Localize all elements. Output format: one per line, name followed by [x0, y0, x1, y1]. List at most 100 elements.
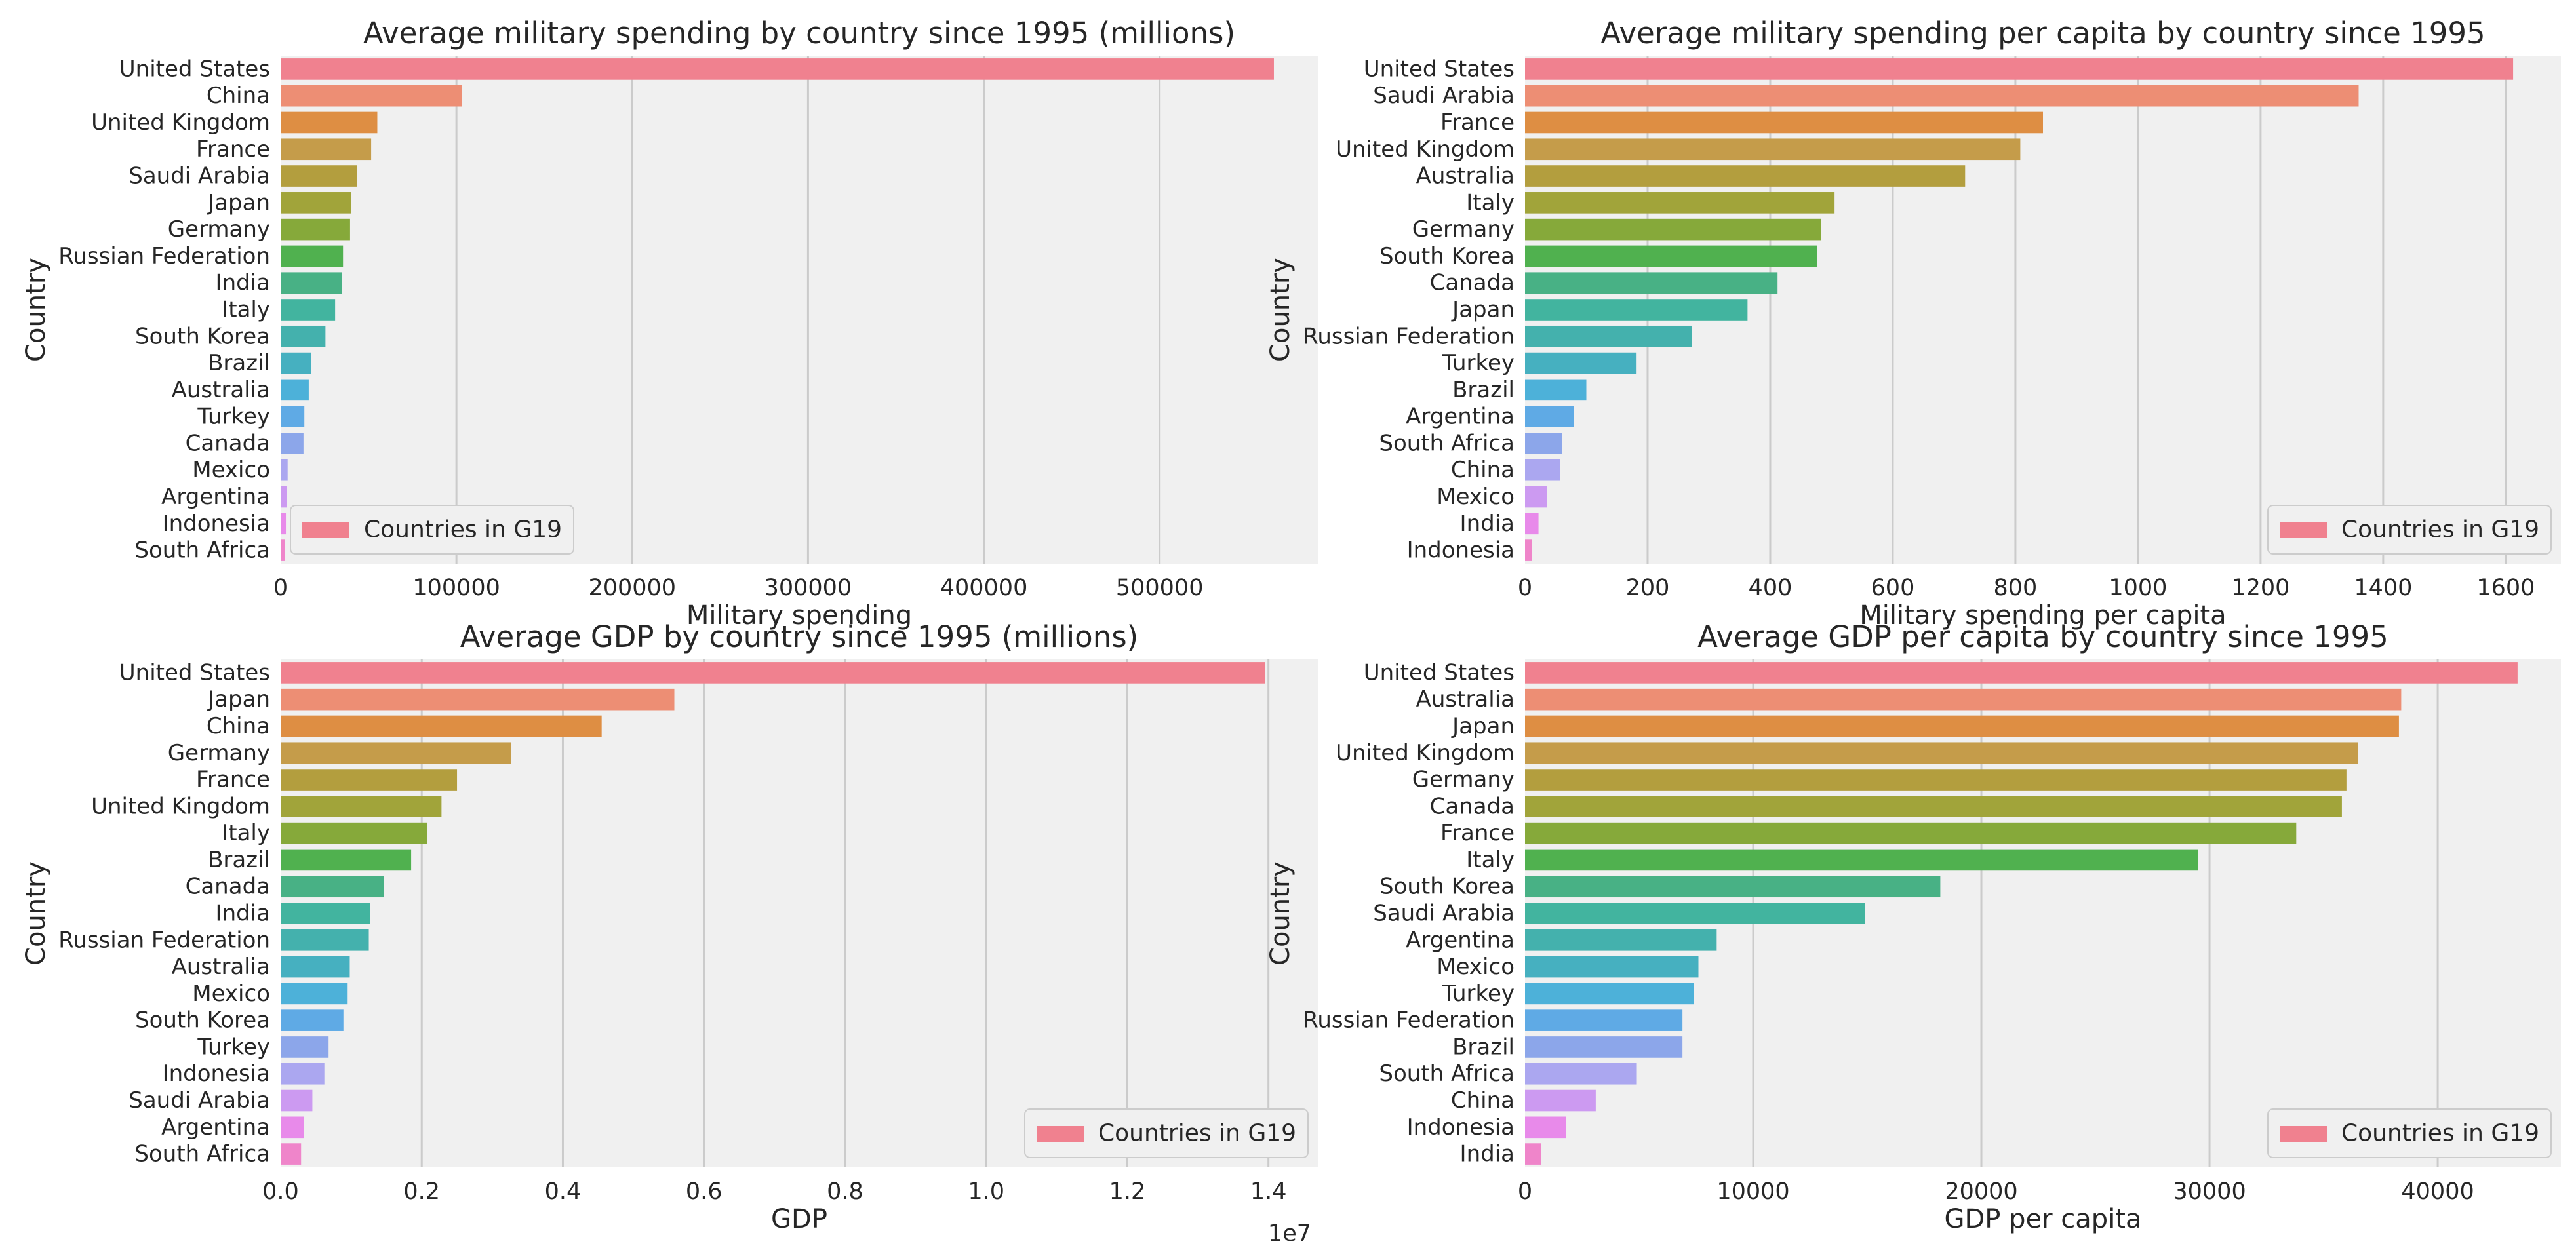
bar-argentina [281, 486, 287, 508]
category-label: Saudi Arabia [129, 1087, 270, 1114]
category-label: Australia [1416, 686, 1515, 713]
bar-japan [281, 192, 351, 214]
legend-frame [2267, 505, 2552, 555]
bar-united-kingdom [1525, 742, 2358, 764]
category-label: Saudi Arabia [129, 163, 270, 189]
category-label: Brazil [1452, 377, 1515, 403]
category-label: Japan [1451, 713, 1515, 739]
bar-mexico [281, 459, 288, 481]
chart-title: Average GDP per capita by country since … [1697, 619, 2388, 654]
bar-united-kingdom [1525, 138, 2021, 161]
bar-france [281, 769, 458, 791]
category-label: France [196, 136, 270, 163]
category-label: India [216, 901, 270, 927]
x-tick-label: 800 [1994, 575, 2038, 601]
bar-indonesia [1525, 539, 1532, 561]
x-tick-label: 20000 [1945, 1179, 2017, 1205]
category-label: Australia [172, 954, 270, 980]
category-label: Turkey [197, 404, 270, 430]
legend-swatch [2280, 1126, 2327, 1142]
category-label: Indonesia [1407, 1114, 1515, 1141]
bar-china [1525, 1089, 1596, 1112]
category-label: United States [119, 659, 270, 686]
bar-germany [281, 218, 350, 241]
x-axis-label: Military spending [686, 600, 912, 631]
bar-south-africa [1525, 433, 1562, 454]
bar-canada [1525, 272, 1778, 294]
category-label: United States [1364, 56, 1515, 82]
bar-canada [1525, 796, 2342, 817]
x-axis-label: GDP [771, 1204, 827, 1234]
category-label: South Korea [1379, 243, 1515, 269]
category-label: Saudi Arabia [1373, 83, 1515, 109]
category-label: Russian Federation [1303, 1007, 1515, 1034]
category-label: Brazil [208, 350, 270, 376]
x-tick-label: 0.6 [686, 1179, 723, 1205]
bar-russian-federation [1525, 325, 1692, 347]
x-tick-label: 0.2 [403, 1179, 440, 1205]
category-label: Australia [1416, 163, 1515, 189]
x-tick-label: 500000 [1116, 575, 1204, 601]
chart-title: Average military spending by country sin… [363, 16, 1235, 50]
bar-south-africa [1525, 1063, 1637, 1085]
category-label: Germany [168, 216, 270, 243]
category-label: Canada [186, 874, 270, 900]
category-label: Indonesia [163, 1061, 270, 1087]
legend-label: Countries in G19 [2341, 517, 2539, 543]
category-label: China [207, 83, 270, 109]
bar-italy [1525, 849, 2198, 871]
legend: Countries in G19 [290, 505, 574, 555]
bar-brazil [281, 352, 311, 374]
category-label: Canada [186, 430, 270, 456]
bar-germany [1525, 218, 1821, 241]
legend-label: Countries in G19 [364, 517, 562, 543]
category-label: Russian Federation [58, 927, 270, 953]
legend: Countries in G19 [1024, 1108, 1309, 1158]
x-tick-label: 0 [1518, 575, 1532, 601]
legend-swatch [2280, 522, 2327, 538]
bar-italy [281, 299, 336, 321]
category-label: China [207, 713, 270, 739]
bar-india [281, 272, 342, 294]
category-label: Japan [1451, 297, 1515, 323]
bar-south-korea [1525, 245, 1817, 267]
chart-panel-3: United StatesJapanChinaGermanyFranceUnit… [21, 619, 1318, 1247]
category-label: Indonesia [1407, 537, 1515, 564]
bar-germany [1525, 769, 2347, 791]
x-tick-label: 0.0 [262, 1179, 299, 1205]
legend-frame [290, 505, 574, 555]
legend: Countries in G19 [2267, 1108, 2552, 1158]
x-tick-label: 1.2 [1109, 1179, 1146, 1205]
category-label: United Kingdom [91, 793, 270, 819]
category-label: Japan [207, 189, 270, 216]
bar-france [1525, 111, 2043, 134]
bar-australia [281, 956, 350, 978]
x-tick-label: 1.4 [1250, 1179, 1287, 1205]
x-tick-label: 0 [1518, 1179, 1532, 1205]
x-tick-label: 600 [1871, 575, 1915, 601]
bar-indonesia [281, 1063, 325, 1085]
category-label: South Korea [135, 1007, 270, 1034]
bar-france [281, 138, 372, 161]
bar-china [1525, 459, 1560, 481]
bar-india [1525, 1143, 1541, 1165]
legend-label: Countries in G19 [2341, 1120, 2539, 1147]
category-label: United States [119, 56, 270, 82]
bar-south-africa [281, 1143, 302, 1165]
bar-united-kingdom [281, 111, 378, 134]
category-label: South Africa [134, 1141, 270, 1167]
bar-india [281, 903, 370, 924]
category-label: Mexico [192, 457, 270, 483]
bar-saudi-arabia [1525, 85, 2359, 107]
legend-frame [1024, 1108, 1309, 1158]
bar-australia [281, 379, 309, 401]
bar-italy [281, 822, 427, 844]
category-label: Germany [1412, 767, 1515, 793]
category-label: South Africa [1379, 430, 1515, 456]
bar-united-states [281, 662, 1265, 684]
plot-background [281, 56, 1318, 564]
x-tick-label: 400 [1749, 575, 1793, 601]
x-tick-label: 10000 [1716, 1179, 1789, 1205]
category-label: Mexico [1437, 954, 1515, 980]
